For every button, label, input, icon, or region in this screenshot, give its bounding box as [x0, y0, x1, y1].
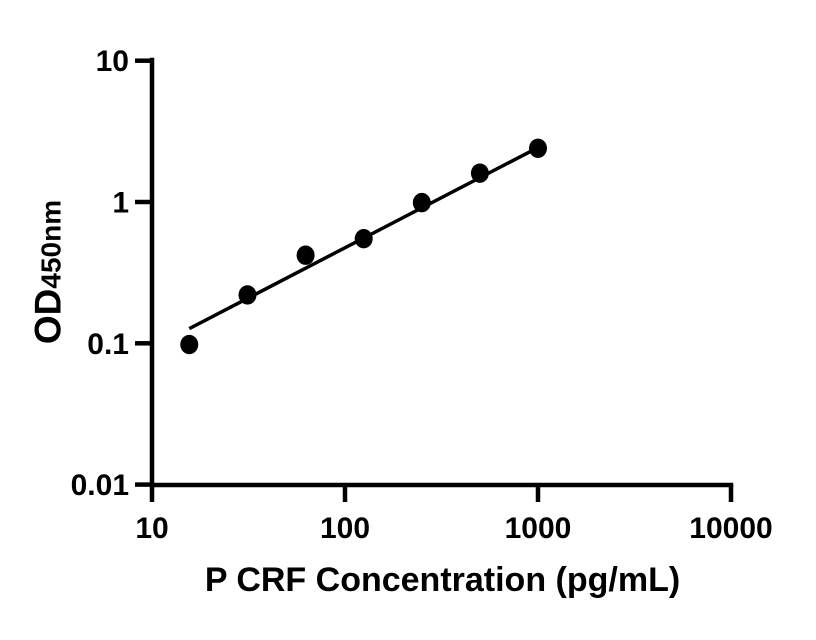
- x-tick-label: 100: [320, 512, 370, 545]
- y-tick-label: 0.1: [87, 328, 129, 361]
- data-point: [354, 228, 373, 249]
- y-tick-label: 0.01: [71, 469, 129, 502]
- data-point: [470, 163, 489, 183]
- data-point: [238, 285, 257, 305]
- data-point: [412, 192, 431, 213]
- x-tick-label: 1000: [505, 512, 572, 545]
- y-axis-title-subscript: 450nm: [35, 199, 67, 289]
- x-axis-title: P CRF Concentration (pg/mL): [204, 561, 681, 599]
- data-point: [180, 334, 199, 355]
- y-tick-label: 10: [96, 45, 129, 78]
- data-point: [529, 138, 547, 158]
- y-axis-title: OD450nm: [27, 199, 69, 345]
- x-tick-label: 10000: [689, 512, 772, 545]
- data-point: [296, 245, 315, 265]
- y-tick-label: 1: [112, 187, 129, 220]
- x-tick-label: 10: [135, 512, 168, 545]
- y-axis-title-main: OD: [27, 288, 69, 345]
